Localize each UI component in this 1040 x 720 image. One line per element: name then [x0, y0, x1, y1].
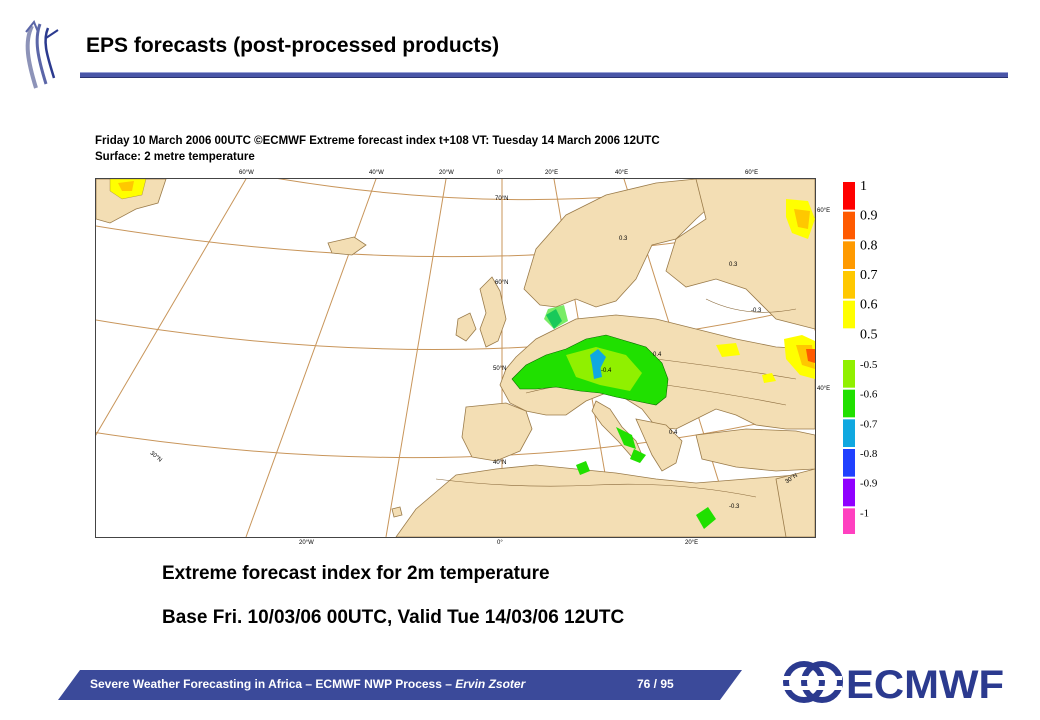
footer-course-title: Severe Weather Forecasting in Africa – E…	[90, 677, 456, 691]
legend-swatch	[843, 508, 855, 536]
lon-label-0: 0°	[497, 170, 503, 176]
ecmwf-logo-wordmark: ECMWF	[846, 663, 1004, 707]
footer-bar	[58, 670, 742, 700]
lat-label-40n: 40°N	[493, 460, 507, 466]
lon-label-20e: 20°E	[545, 170, 559, 176]
ecmwf-swirl-logo	[25, 20, 59, 89]
page-number: 76 / 95	[637, 677, 674, 691]
legend-swatch	[843, 449, 855, 477]
legend-swatch	[843, 478, 855, 507]
lat-label-60n: 60°N	[495, 280, 509, 286]
lat-label-70n: 70°N	[495, 196, 509, 202]
legend-label: -0.5	[860, 359, 878, 371]
caption-base-valid: Base Fri. 10/03/06 00UTC, Valid Tue 14/0…	[162, 607, 625, 628]
legend-label: -0.9	[860, 478, 878, 490]
legend-swatch	[843, 419, 855, 447]
legend-label: -0.6	[860, 389, 878, 401]
lon-label-bottom-0: 0°	[497, 540, 503, 546]
legend-label: 0.5	[860, 327, 878, 342]
legend-swatch	[843, 360, 855, 388]
edge-label-40e: 40°E	[817, 386, 831, 392]
legend-label: -1	[860, 507, 869, 519]
efi-negative-anomaly	[511, 305, 716, 529]
contour-label: -0.3	[729, 504, 740, 510]
lon-label-40e: 40°E	[615, 170, 629, 176]
legend-swatch	[843, 330, 855, 358]
legend-swatch	[843, 300, 855, 329]
title-divider	[80, 72, 1008, 78]
legend-label: 0.6	[860, 298, 878, 313]
edge-label-60e: 60°E	[817, 208, 831, 214]
contour-label: 0.3	[619, 236, 628, 242]
legend-swatch	[843, 271, 855, 299]
footer-text: Severe Weather Forecasting in Africa – E…	[90, 677, 525, 691]
lon-label-60e: 60°E	[745, 170, 759, 176]
contour-label: 0.3	[729, 262, 738, 268]
map-heading-line2: Surface: 2 metre temperature	[95, 151, 255, 163]
legend-swatch	[843, 182, 855, 210]
legend-swatch	[843, 241, 855, 269]
legend-label: 0.8	[860, 238, 878, 253]
lon-label-40w: 40°W	[369, 170, 384, 176]
efi-color-legend: 1 0.9 0.8 0.7 0.6 0.5 -0.5 -0.6 -0.7 -0.8 -0.9 -1	[838, 178, 898, 536]
efi-map-figure: Friday 10 March 2006 00UTC ©ECMWF Extrem…	[93, 130, 853, 546]
map-area	[95, 178, 816, 538]
legend-swatch	[843, 211, 855, 240]
lon-label-60w: 60°W	[239, 170, 254, 176]
lon-label-bottom-20w: 20°W	[299, 540, 314, 546]
lon-label-bottom-20e: 20°E	[685, 540, 699, 546]
ecmwf-logo: ECMWF	[782, 661, 1004, 707]
legend-label: -0.7	[860, 418, 878, 430]
legend-swatch	[843, 389, 855, 418]
slide-title: EPS forecasts (post-processed products)	[86, 34, 500, 57]
legend-label: 0.7	[860, 268, 878, 283]
map-heading-line1: Friday 10 March 2006 00UTC ©ECMWF Extrem…	[95, 135, 660, 147]
contour-label: -0.3	[751, 308, 762, 314]
efi-positive-anomaly	[109, 179, 815, 383]
map-svg	[96, 179, 815, 537]
lat-label-50n: 50°N	[493, 366, 507, 372]
contour-label: -0.4	[601, 368, 612, 374]
legend-label: 1	[860, 179, 867, 194]
footer-author: Ervin Zsoter	[455, 677, 526, 691]
lon-label-20w: 20°W	[439, 170, 454, 176]
contour-label: 0.4	[653, 352, 662, 358]
legend-scale: 1 0.9 0.8 0.7 0.6 0.5 -0.5 -0.6 -0.7 -0.8 -0.9 -1	[843, 179, 878, 536]
contour-label: 0.4	[669, 430, 678, 436]
legend-label: -0.8	[860, 448, 878, 460]
caption-title: Extreme forecast index for 2m temperatur…	[162, 563, 550, 584]
legend-label: 0.9	[860, 209, 878, 224]
